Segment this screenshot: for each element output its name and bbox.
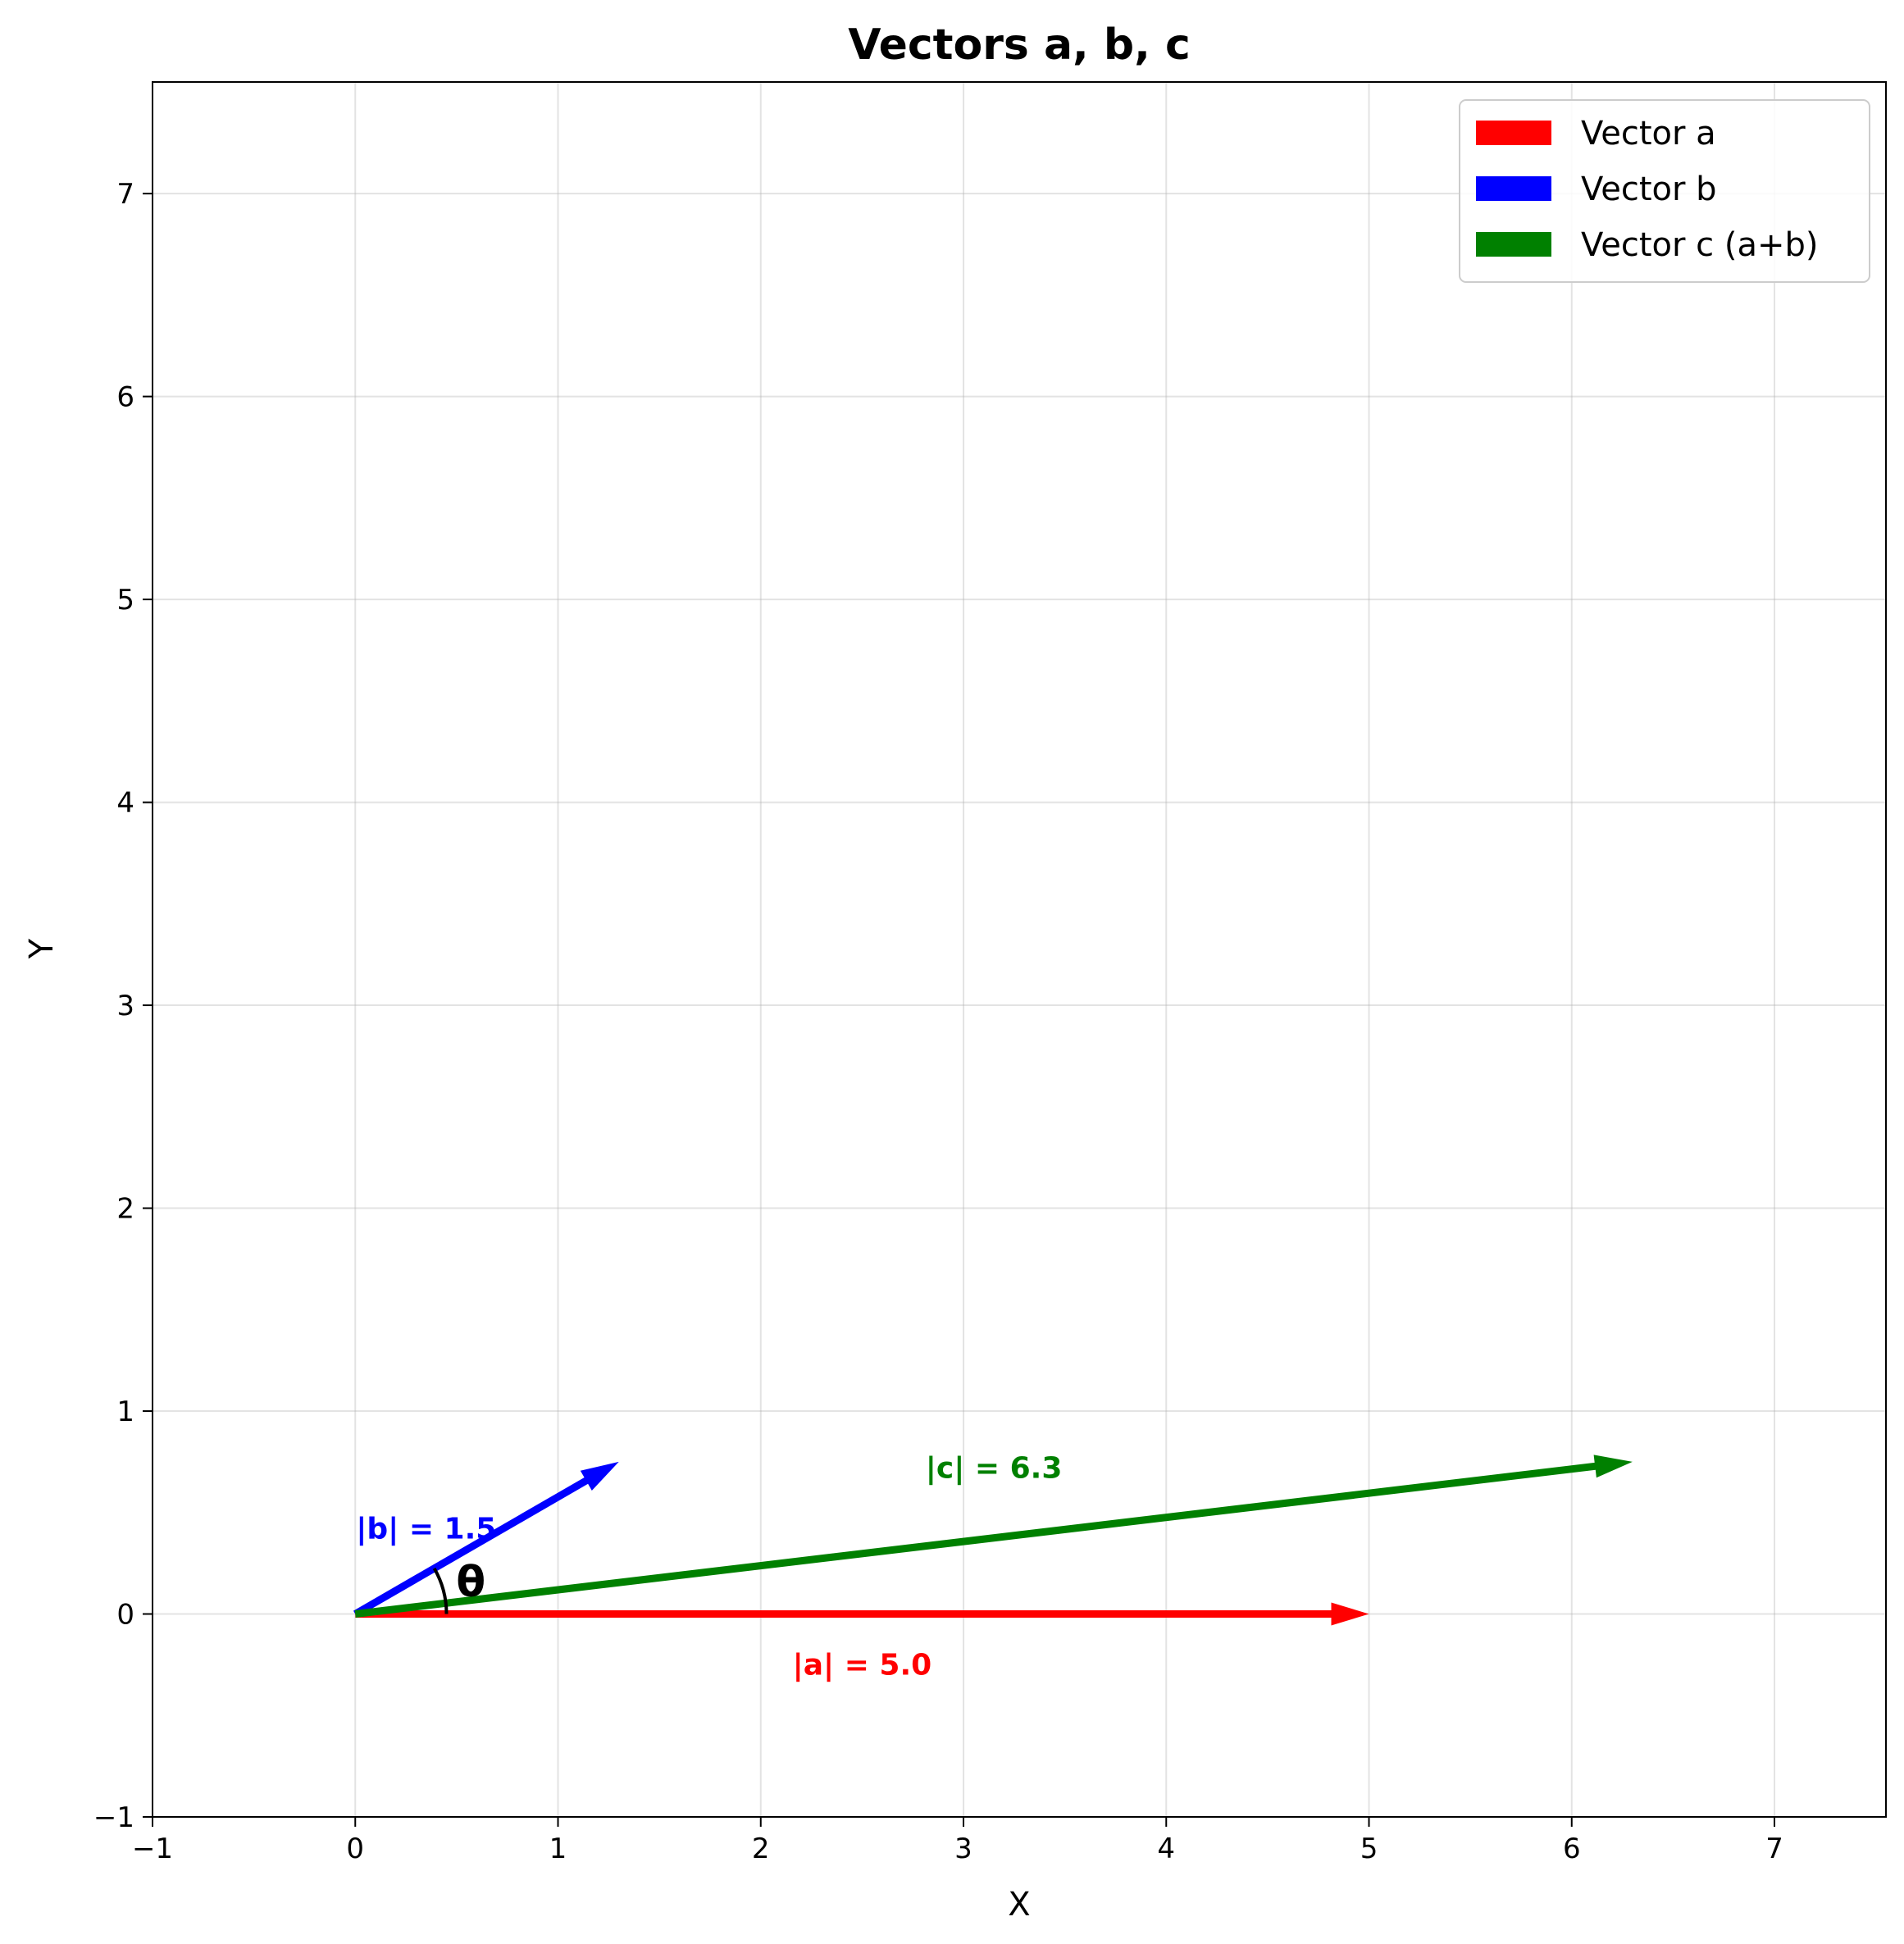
vector-b-arrow: [353, 1461, 619, 1618]
x-tick-label: 1: [549, 1832, 567, 1865]
y-tick-label: 3: [116, 990, 134, 1022]
y-tick-label: 6: [116, 381, 134, 414]
x-tick-label: 6: [1563, 1832, 1581, 1865]
x-tick-label: 2: [752, 1832, 770, 1865]
legend: Vector a Vector b Vector c (a+b): [1459, 99, 1870, 283]
x-axis-label: X: [1008, 1886, 1030, 1924]
x-tick-label: 4: [1157, 1832, 1175, 1865]
y-tick-label: 2: [116, 1193, 134, 1226]
legend-entry-c: Vector c (a+b): [1581, 226, 1819, 264]
y-tick-label: 1: [116, 1395, 134, 1428]
legend-entry-b: Vector b: [1581, 171, 1717, 208]
y-axis-label: Y: [23, 938, 61, 959]
x-tick-label: 7: [1765, 1832, 1783, 1865]
x-tick-label: 3: [954, 1832, 972, 1865]
vector-a-magnitude-label: |a| = 5.0: [793, 1648, 932, 1682]
axis-ticks: −1 0 1 2 3 4 5 6 7 −1 0 1 2 3 4 5 6 7: [93, 178, 1783, 1865]
y-tick-label: 7: [116, 178, 134, 211]
vector-a-arrow: [355, 1602, 1369, 1626]
plot-frame: [152, 81, 1887, 1818]
vector-b-magnitude-label: |b| = 1.5: [356, 1513, 496, 1546]
vector-c-arrow: [354, 1455, 1633, 1618]
x-tick-label: 5: [1360, 1832, 1378, 1865]
vector-c-magnitude-label: |c| = 6.3: [926, 1451, 1063, 1485]
y-tick-label: 0: [116, 1599, 134, 1632]
legend-swatch-c: [1476, 232, 1551, 257]
y-tick-label: 4: [116, 787, 134, 820]
legend-swatch-a: [1476, 121, 1551, 145]
y-tick-label: −1: [93, 1801, 134, 1834]
y-tick-label: 5: [116, 584, 134, 617]
chart-title: Vectors a, b, c: [848, 20, 1191, 70]
vector-marks: |a| = 5.0 |b| = 1.5 |c| = 6.3 θ: [353, 1451, 1633, 1682]
legend-swatch-b: [1476, 176, 1551, 201]
x-tick-label: −1: [132, 1832, 173, 1865]
grid-lines: [152, 82, 1886, 1818]
angle-arc: [432, 1567, 449, 1614]
legend-box: [1459, 99, 1870, 283]
legend-entry-a: Vector a: [1581, 115, 1716, 153]
angle-theta-label: θ: [456, 1558, 485, 1607]
x-tick-label: 0: [346, 1832, 364, 1865]
